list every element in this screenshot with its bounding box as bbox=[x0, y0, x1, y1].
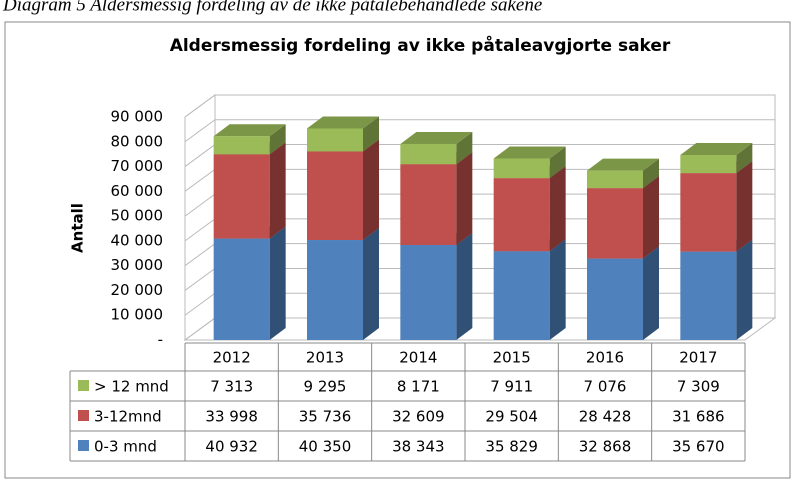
table-value: 32 609 bbox=[392, 408, 445, 426]
bar bbox=[587, 258, 643, 340]
bar-side bbox=[363, 116, 379, 152]
table-value: 7 313 bbox=[210, 378, 253, 396]
x-tick-label: 2012 bbox=[213, 349, 251, 367]
bar-top bbox=[213, 124, 286, 137]
chart-title: Aldersmessig fordeling av ikke påtaleavg… bbox=[170, 34, 671, 56]
table-value: 7 911 bbox=[490, 378, 533, 396]
table-value: 9 295 bbox=[304, 378, 347, 396]
bar-side bbox=[456, 131, 473, 165]
legend-swatch bbox=[78, 380, 89, 391]
bar-side bbox=[549, 166, 566, 252]
bar bbox=[307, 128, 363, 152]
y-tick-label: 30 000 bbox=[111, 256, 164, 274]
grid-line bbox=[184, 119, 775, 143]
bar bbox=[587, 188, 643, 259]
table-value: 35 736 bbox=[299, 408, 352, 426]
bar-side bbox=[269, 226, 286, 340]
bar-top bbox=[680, 142, 753, 155]
table-value: 8 171 bbox=[397, 378, 440, 396]
bar bbox=[587, 170, 643, 189]
bar bbox=[307, 151, 363, 241]
table-value: 40 350 bbox=[299, 438, 352, 456]
table-value: 28 428 bbox=[579, 408, 632, 426]
y-axis-label: Antall bbox=[69, 203, 87, 253]
table-value: 40 932 bbox=[205, 438, 258, 456]
side-wall bbox=[184, 94, 216, 341]
y-tick-label: 50 000 bbox=[111, 207, 164, 225]
bar bbox=[493, 178, 550, 252]
y-tick-label: 60 000 bbox=[111, 182, 164, 200]
x-tick-label: 2015 bbox=[493, 349, 531, 367]
bar-side bbox=[363, 139, 379, 241]
legend-swatch bbox=[78, 440, 89, 451]
y-tick-label: 80 000 bbox=[111, 132, 164, 150]
table-value: 33 998 bbox=[205, 408, 258, 426]
x-tick-label: 2013 bbox=[306, 349, 344, 367]
legend-swatch bbox=[78, 410, 89, 421]
bar-side bbox=[736, 161, 753, 252]
y-tick-label: 70 000 bbox=[111, 157, 164, 175]
grid-line bbox=[184, 94, 775, 118]
bar bbox=[493, 158, 550, 179]
bar bbox=[213, 136, 270, 155]
table-value: 35 670 bbox=[672, 438, 725, 456]
bar bbox=[400, 244, 457, 340]
bar-side bbox=[643, 176, 659, 259]
bar-side bbox=[549, 239, 566, 340]
bar bbox=[400, 143, 457, 165]
bar bbox=[680, 173, 737, 252]
bar-top bbox=[400, 131, 473, 144]
table-value: 31 686 bbox=[672, 408, 725, 426]
bar bbox=[680, 251, 737, 340]
caption: Diagram 5 Aldersmessig fordeling av de i… bbox=[2, 0, 542, 15]
bar-side bbox=[643, 246, 659, 340]
x-tick-label: 2014 bbox=[399, 349, 437, 367]
legend-label: 0-3 mnd bbox=[94, 438, 157, 456]
table-value: 7 309 bbox=[677, 378, 720, 396]
legend-label: 3-12mnd bbox=[94, 408, 162, 426]
bar-side bbox=[456, 152, 473, 245]
bar-top bbox=[587, 158, 659, 171]
x-tick-label: 2016 bbox=[586, 349, 624, 367]
bar-side bbox=[736, 239, 753, 340]
bar bbox=[400, 164, 457, 245]
bar-top bbox=[307, 116, 379, 129]
bar-top bbox=[493, 146, 566, 159]
y-tick-label: 90 000 bbox=[111, 108, 164, 126]
bar-side bbox=[456, 232, 473, 340]
bar bbox=[307, 240, 363, 340]
bar-side bbox=[643, 158, 659, 189]
bar bbox=[493, 251, 550, 340]
bar-side bbox=[736, 142, 753, 174]
table-value: 35 829 bbox=[485, 438, 538, 456]
table-value: 32 868 bbox=[579, 438, 632, 456]
bar-side bbox=[363, 228, 379, 340]
y-tick-label: 10 000 bbox=[111, 306, 164, 324]
y-tick-label: - bbox=[158, 331, 163, 349]
legend-label: > 12 mnd bbox=[94, 378, 169, 396]
bar-side bbox=[269, 124, 286, 155]
y-tick-label: 20 000 bbox=[111, 281, 164, 299]
bar bbox=[213, 154, 270, 239]
bar-side bbox=[549, 146, 566, 179]
table-value: 38 343 bbox=[392, 438, 445, 456]
bar bbox=[213, 238, 270, 340]
bar-side bbox=[269, 142, 286, 239]
table-value: 29 504 bbox=[485, 408, 538, 426]
x-tick-label: 2017 bbox=[679, 349, 717, 367]
y-tick-label: 40 000 bbox=[111, 231, 164, 249]
bar bbox=[680, 154, 737, 174]
table-value: 7 076 bbox=[584, 378, 627, 396]
